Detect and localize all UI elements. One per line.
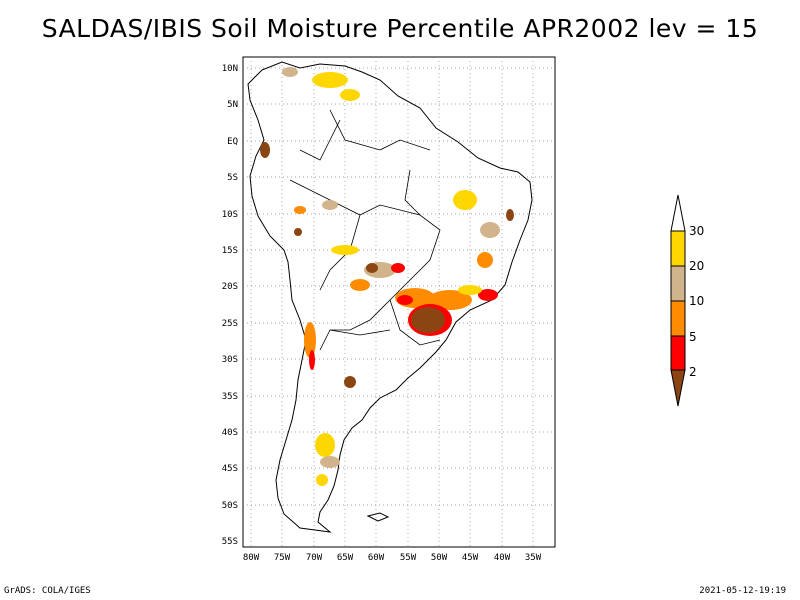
y-tick-label: 50S xyxy=(222,501,238,511)
legend-arrow-top xyxy=(670,194,686,232)
x-tick-label: 45W xyxy=(462,553,479,563)
y-tick-label: 40S xyxy=(222,428,238,438)
y-tick-label: EQ xyxy=(227,137,238,147)
y-tick-label: 10N xyxy=(222,64,238,74)
legend-swatch-5 xyxy=(670,335,686,371)
south-america-outline xyxy=(247,61,533,533)
x-tick-label: 60W xyxy=(368,553,385,563)
legend-swatch-10 xyxy=(670,300,686,337)
x-tick-label: 65W xyxy=(337,553,354,563)
falkland-islands xyxy=(366,512,390,522)
legend-swatch-30 xyxy=(670,230,686,267)
legend-label: 30 xyxy=(689,224,704,238)
y-tick-label: 15S xyxy=(222,246,238,256)
x-tick-label: 40W xyxy=(494,553,511,563)
y-tick-label: 30S xyxy=(222,355,238,365)
percentile-shading xyxy=(260,67,514,486)
y-tick-label: 20S xyxy=(222,282,238,292)
x-tick-label: 35W xyxy=(525,553,542,563)
y-tick-label: 55S xyxy=(222,537,238,547)
x-tick-label: 55W xyxy=(400,553,417,563)
footer-timestamp: 2021-05-12-19:19 xyxy=(699,586,786,596)
legend-swatch-20 xyxy=(670,265,686,302)
x-tick-label: 80W xyxy=(243,553,260,563)
x-axis: 80W 75W 70W 65W 60W 55W 50W 45W 40W 35W xyxy=(243,553,542,563)
map-title: SALDAS/IBIS Soil Moisture Percentile APR… xyxy=(41,14,759,43)
legend-label: 5 xyxy=(689,330,697,344)
x-tick-label: 70W xyxy=(306,553,323,563)
y-tick-label: 25S xyxy=(222,319,238,329)
x-tick-label: 75W xyxy=(274,553,291,563)
y-tick-label: 10S xyxy=(222,210,238,220)
y-tick-label: 45S xyxy=(222,464,238,474)
footer-credit: GrADS: COLA/IGES xyxy=(4,586,91,596)
legend-colorbar xyxy=(670,194,686,407)
legend-label: 20 xyxy=(689,259,704,273)
x-tick-label: 50W xyxy=(431,553,448,563)
y-axis: 10N 5N EQ 5S 10S 15S 20S 25S 30S 35S 40S… xyxy=(222,64,238,547)
legend-label: 10 xyxy=(689,294,704,308)
legend-arrow-bottom xyxy=(670,369,686,407)
y-tick-label: 35S xyxy=(222,392,238,402)
legend-label: 2 xyxy=(689,365,697,379)
y-tick-label: 5S xyxy=(227,173,238,183)
country-borders xyxy=(289,109,441,351)
legend-labels: 2 5 10 20 30 xyxy=(689,224,704,379)
y-tick-label: 5N xyxy=(227,100,238,110)
